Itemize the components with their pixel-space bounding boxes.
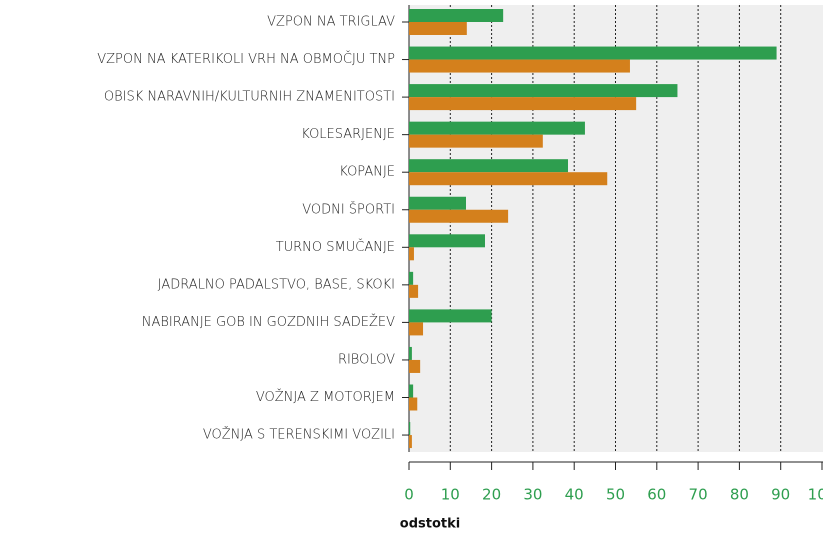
bar [409,59,630,73]
bar [409,172,608,186]
x-tick-label: 20 [482,486,501,504]
x-tick-label: 80 [730,486,749,504]
x-tick-label: 40 [565,486,584,504]
y-tick-label: JADRALNO PADALSTVO, BASE, SKOKI [158,277,395,292]
bar [409,384,414,398]
bar [409,271,414,285]
y-tick-label: KOLESARJENJE [301,127,395,142]
bar [409,284,419,298]
y-tick-label: VOŽNJA S TERENSKIMI VOZILI [203,427,395,443]
bar [409,422,411,436]
y-tick-label: VODNI ŠPORTI [302,201,395,217]
bar [409,22,467,35]
bar [409,9,504,22]
y-tick-label: VOŽNJA Z MOTORJEM [256,389,395,405]
bar [409,397,418,411]
bar [409,134,543,148]
bar [409,435,412,449]
bar [409,159,569,173]
bar [409,309,492,323]
bar [409,322,424,336]
bar [409,359,421,373]
y-tick-label: RIBOLOV [338,352,395,367]
x-tick-label: 0 [404,486,414,504]
bar [409,234,485,248]
x-tick-label: 90 [771,486,790,504]
bar [409,209,509,223]
bar [409,84,678,98]
x-tick-label: 50 [606,486,625,504]
bar [409,46,777,60]
bar [409,247,414,261]
bar [409,97,637,111]
x-tick-label: 60 [647,486,666,504]
x-tick-label: 100 [808,486,823,504]
bar [409,121,585,135]
x-tick-label: 30 [523,486,542,504]
x-tick-label: 70 [689,486,708,504]
y-tick-label: KOPANJE [339,165,395,180]
y-tick-label: VZPON NA KATERIKOLI VRH NA OBMOČJU TNP [97,51,395,67]
y-tick-label: VZPON NA TRIGLAV [267,15,395,30]
bar [409,346,412,360]
y-tick-label: OBISK NARAVNIH/KULTURNIH ZNAMENITOSTI [104,90,395,105]
bar [409,196,466,210]
y-tick-label: TURNO SMUČANJE [276,239,395,255]
x-axis-label: odstotki [400,517,460,532]
y-tick-label: NABIRANJE GOB IN GOZDNIH SADEŽEV [142,314,395,330]
x-tick-label: 10 [441,486,460,504]
